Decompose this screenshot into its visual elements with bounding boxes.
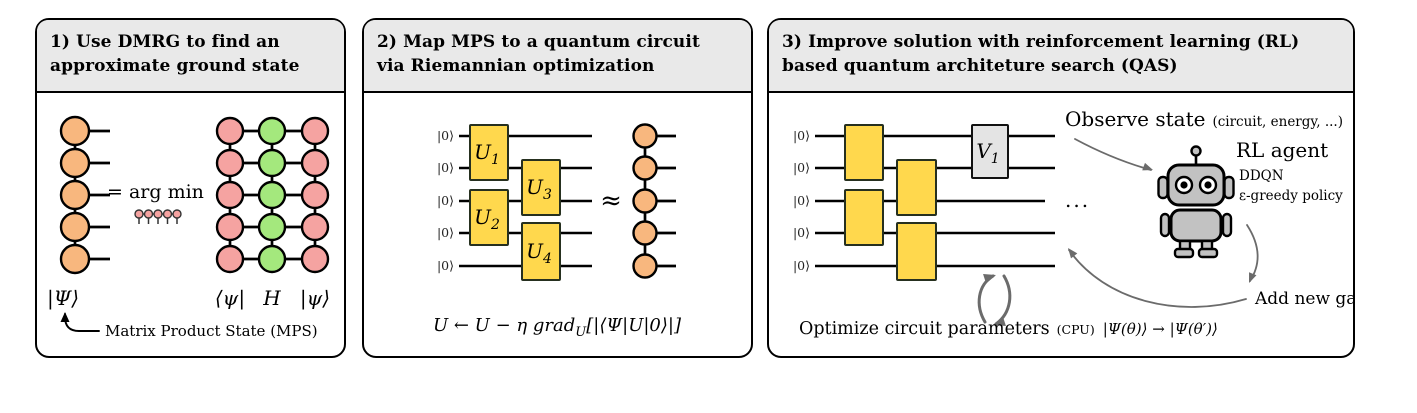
svg-text:U3: U3 (526, 175, 552, 203)
panel2-title-line2: via Riemannian optimization (377, 56, 655, 77)
qubit-label-3: |0⟩ (437, 193, 454, 208)
target-mps-chain (632, 123, 676, 279)
expectation-network (215, 116, 330, 274)
circuit-ellipsis: ... (1065, 188, 1090, 212)
ket-label: |ψ⟩ (300, 286, 330, 311)
robot-foot-right (1197, 247, 1219, 259)
panel3-title-line2: based quantum architeture search (QAS) (782, 56, 1178, 77)
argmin-mps-icon (134, 209, 182, 224)
panel3-body: |0⟩ |0⟩ |0⟩ |0⟩ |0⟩ V1 ... Observe state (769, 93, 1353, 356)
robot-arm-left (1159, 212, 1171, 238)
optimize-cycle-icon (977, 273, 1012, 327)
robot-foot-left (1173, 247, 1195, 259)
robot-ear-left (1157, 175, 1169, 200)
hamiltonian-label: H (262, 286, 281, 310)
qas-qubit-label-3: |0⟩ (793, 193, 810, 208)
panel3-header: 3) Improve solution with reinforcement l… (769, 20, 1353, 93)
riemannian-update-formula: U ← U − η gradU[|⟨Ψ|U|0⟩|] (433, 315, 682, 340)
gate-u4: U4 (521, 222, 561, 281)
qas-qubit-label-5: |0⟩ (793, 258, 810, 273)
observe-state-label: Observe state (circuit, energy, ...) (1065, 107, 1343, 131)
gate-u1: U1 (469, 124, 509, 181)
panel-riemannian: 2) Map MPS to a quantum circuit via Riem… (362, 18, 753, 358)
bra-label: ⟨ψ| (215, 286, 245, 311)
gate-u3: U3 (521, 159, 561, 216)
robot-body (1169, 208, 1223, 243)
add-gate-to-circuit-arrow (1068, 248, 1247, 308)
qas-qubit-label-1: |0⟩ (793, 128, 810, 143)
panel3-figure: |0⟩ |0⟩ |0⟩ |0⟩ |0⟩ V1 ... Observe state (793, 107, 1353, 339)
qas-qubit-label-4: |0⟩ (793, 225, 810, 240)
panel1-title-line1: 1) Use DMRG to find an (50, 32, 280, 52)
svg-text:U2: U2 (474, 205, 500, 233)
add-gate-label: Add new gate (1254, 289, 1353, 309)
agent-policy-label: ε-greedy policy (1239, 188, 1343, 204)
panel2-body: |0⟩ |0⟩ |0⟩ |0⟩ |0⟩ U1 U2 U3 (364, 93, 751, 356)
qubit-label-1: |0⟩ (437, 128, 454, 143)
gate-v1: V1 (971, 124, 1009, 179)
robot-arm-right (1221, 212, 1233, 238)
qas-gate-3 (896, 159, 937, 216)
argmin-label: = arg min (107, 181, 204, 203)
qas-gate-4 (896, 222, 937, 281)
qas-gate-1 (844, 124, 884, 181)
panel1-header: 1) Use DMRG to find an approximate groun… (37, 20, 344, 93)
optimize-parameters-label: Optimize circuit parameters (CPU) |Ψ(θ)⟩ →… (799, 319, 1218, 339)
panel2-header: 2) Map MPS to a quantum circuit via Riem… (364, 20, 751, 93)
gate-u2: U2 (469, 189, 509, 246)
panel-rl-qas: 3) Improve solution with reinforcement l… (767, 18, 1355, 358)
mps-annotation-arrow (60, 312, 100, 332)
rl-agent-label: RL agent (1236, 138, 1328, 162)
qubit-label-4: |0⟩ (437, 225, 454, 240)
robot-head (1166, 163, 1226, 207)
svg-text:V1: V1 (976, 139, 999, 167)
panel3-title-line1: 3) Improve solution with reinforcement l… (782, 32, 1300, 52)
robot-icon (1157, 145, 1235, 259)
panel2-figure: |0⟩ |0⟩ |0⟩ |0⟩ |0⟩ U1 U2 U3 (433, 123, 682, 340)
svg-text:U1: U1 (474, 140, 500, 168)
panel1-title-line2: approximate ground state (50, 56, 300, 77)
svg-text:U4: U4 (526, 239, 552, 267)
approx-symbol: ≈ (600, 186, 622, 216)
psi-state-label: |Ψ⟩ (47, 286, 79, 311)
observe-arrow (1074, 138, 1153, 171)
qubit-label-5: |0⟩ (437, 258, 454, 273)
mps-caption: Matrix Product State (MPS) (105, 322, 318, 340)
mps-chain (59, 115, 110, 275)
add-gate-arrow (1246, 224, 1259, 283)
qas-gate-2 (844, 189, 884, 246)
agent-ddqn-label: DDQN (1239, 168, 1284, 184)
panel1-figure: |Ψ⟩ = arg min (47, 115, 330, 340)
robot-antenna-ball (1190, 145, 1202, 157)
qubit-label-2: |0⟩ (437, 160, 454, 175)
qas-qubit-label-2: |0⟩ (793, 160, 810, 175)
robot-ear-right (1223, 175, 1235, 200)
panel2-title-line1: 2) Map MPS to a quantum circuit (377, 32, 700, 52)
panel-dmrg: 1) Use DMRG to find an approximate groun… (35, 18, 346, 358)
panel1-body: |Ψ⟩ = arg min (37, 93, 344, 356)
